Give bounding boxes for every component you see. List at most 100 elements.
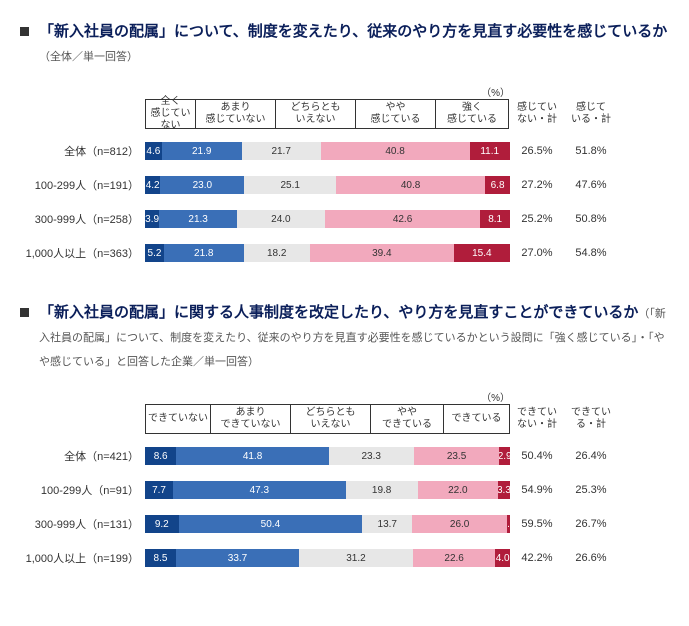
bar-segment: 21.9 <box>162 142 242 160</box>
chart-section: 「新入社員の配属」に関する人事制度を改定したり、やり方を見直すことができているか… <box>20 301 669 570</box>
bar-segment: 23.5 <box>414 447 500 465</box>
bar-segment: 6.8 <box>485 176 510 194</box>
bar-segment: 22.0 <box>418 481 498 499</box>
bar-segment: 26.0 <box>412 515 507 533</box>
summary-cell: 54.9% <box>510 484 564 496</box>
bar-segment: 50.4 <box>179 515 363 533</box>
stacked-bar: 5.221.818.239.415.4 <box>145 244 510 262</box>
legend-box: あまり感じていない <box>196 99 276 129</box>
stacked-bar: 9.250.413.726.00.8 <box>145 515 510 533</box>
legend-box: どちらともいえない <box>291 404 371 434</box>
question-main: 「新入社員の配属」について、制度を変えたり、従来のやり方を見直す必要性を感じてい… <box>39 23 667 40</box>
legend-wrap: できていないあまりできていないどちらともいえないややできているできている <box>145 404 510 434</box>
summary-cell: 26.4% <box>564 450 618 462</box>
summary-header: 感じていない・計 <box>510 99 564 129</box>
bar-segment: 21.8 <box>164 244 244 262</box>
bar-segment: 31.2 <box>299 549 413 567</box>
bar-segment: 25.1 <box>244 176 336 194</box>
row-label: 100-299人（n=91） <box>20 482 145 498</box>
bar-segment: 8.6 <box>145 447 176 465</box>
legend-box: どちらともいえない <box>276 99 356 129</box>
stacked-bar: 3.921.324.042.68.1 <box>145 210 510 228</box>
row-label: 全体（n=812） <box>20 143 145 159</box>
data-row: 全体（n=421）8.641.823.323.52.950.4%26.4% <box>20 444 669 468</box>
row-label: 300-999人（n=131） <box>20 516 145 532</box>
pct-label: （%） <box>145 84 510 99</box>
legend-box: やや感じている <box>356 99 436 129</box>
row-label: 300-999人（n=258） <box>20 211 145 227</box>
bar-segment: 23.3 <box>329 447 414 465</box>
summary-cell: 26.5% <box>510 145 564 157</box>
summary-cell: 25.3% <box>564 484 618 496</box>
bar-segment: 3.9 <box>145 210 159 228</box>
row-label: 1,000人以上（n=199） <box>20 550 145 566</box>
stacked-bar: 8.533.731.222.64.0 <box>145 549 510 567</box>
legend-box: ややできている <box>371 404 444 434</box>
bar-segment: 19.8 <box>346 481 418 499</box>
summary-cell: 26.6% <box>564 552 618 564</box>
chart-section: 「新入社員の配属」について、制度を変えたり、従来のやり方を見直す必要性を感じてい… <box>20 20 669 265</box>
data-row: 1,000人以上（n=199）8.533.731.222.64.042.2%26… <box>20 546 669 570</box>
stacked-bar: 4.223.025.140.86.8 <box>145 176 510 194</box>
bar-segment: 15.4 <box>454 244 510 262</box>
row-label: 1,000人以上（n=363） <box>20 245 145 261</box>
summary-cell: 27.0% <box>510 247 564 259</box>
bar-segment: 41.8 <box>176 447 328 465</box>
row-label: 全体（n=421） <box>20 448 145 464</box>
bar-segment: 40.8 <box>336 176 485 194</box>
chart-wrap: （%）全く感じていないあまり感じていないどちらともいえないやや感じている強く感じ… <box>20 84 669 265</box>
summary-cell: 26.7% <box>564 518 618 530</box>
bullet-icon <box>20 308 29 317</box>
bar-segment: 13.7 <box>362 515 412 533</box>
legend-box: あまりできていない <box>211 404 291 434</box>
chart-wrap: （%）できていないあまりできていないどちらともいえないややできているできているで… <box>20 389 669 570</box>
bar-segment: 7.7 <box>145 481 173 499</box>
bar-segment: 40.8 <box>321 142 470 160</box>
summary-cell: 42.2% <box>510 552 564 564</box>
stacked-bar: 7.747.319.822.03.3 <box>145 481 510 499</box>
question-main: 「新入社員の配属」に関する人事制度を改定したり、やり方を見直すことができているか <box>39 304 638 321</box>
bar-segment: 8.1 <box>480 210 510 228</box>
summary-cell: 51.8% <box>564 145 618 157</box>
summary-header: 感じている・計 <box>564 99 618 129</box>
pct-row: （%） <box>20 84 669 99</box>
row-label: 100-299人（n=191） <box>20 177 145 193</box>
pct-label: （%） <box>145 389 510 404</box>
stacked-bar: 4.621.921.740.811.1 <box>145 142 510 160</box>
data-row: 全体（n=812）4.621.921.740.811.126.5%51.8% <box>20 139 669 163</box>
bar-segment: 9.2 <box>145 515 179 533</box>
bar-segment: 39.4 <box>310 244 454 262</box>
legend-box: 強く感じている <box>436 99 509 129</box>
bar-segment: 24.0 <box>237 210 325 228</box>
bar-segment: 18.2 <box>244 244 310 262</box>
data-row: 100-299人（n=91）7.747.319.822.03.354.9%25.… <box>20 478 669 502</box>
question-row: 「新入社員の配属」に関する人事制度を改定したり、やり方を見直すことができているか… <box>20 301 669 373</box>
summary-cell: 50.8% <box>564 213 618 225</box>
bar-segment: 42.6 <box>325 210 481 228</box>
bar-segment: 23.0 <box>160 176 244 194</box>
pct-row: （%） <box>20 389 669 404</box>
data-row: 100-299人（n=191）4.223.025.140.86.827.2%47… <box>20 173 669 197</box>
summary-cell: 50.4% <box>510 450 564 462</box>
question-sub: （全体／単一回答） <box>39 51 138 63</box>
bullet-icon <box>20 27 29 36</box>
bar-segment: 21.3 <box>159 210 237 228</box>
summary-header: できている・計 <box>564 404 618 434</box>
legend-row: できていないあまりできていないどちらともいえないややできているできているできてい… <box>20 404 669 434</box>
data-row: 1,000人以上（n=363）5.221.818.239.415.427.0%5… <box>20 241 669 265</box>
summary-cell: 54.8% <box>564 247 618 259</box>
legend-box: 全く感じていない <box>145 99 196 129</box>
summary-cell: 27.2% <box>510 179 564 191</box>
legend-box: できている <box>444 404 510 434</box>
data-row: 300-999人（n=258）3.921.324.042.68.125.2%50… <box>20 207 669 231</box>
summary-cell: 25.2% <box>510 213 564 225</box>
summary-cell: 59.5% <box>510 518 564 530</box>
legend-wrap: 全く感じていないあまり感じていないどちらともいえないやや感じている強く感じている <box>145 99 510 129</box>
summary-cell: 47.6% <box>564 179 618 191</box>
bar-segment: 47.3 <box>173 481 345 499</box>
bar-segment: 22.6 <box>413 549 495 567</box>
bar-segment: 3.3 <box>498 481 510 499</box>
legend-box: できていない <box>145 404 211 434</box>
bar-segment: 2.9 <box>499 447 510 465</box>
question-text: 「新入社員の配属」に関する人事制度を改定したり、やり方を見直すことができているか… <box>39 301 669 373</box>
